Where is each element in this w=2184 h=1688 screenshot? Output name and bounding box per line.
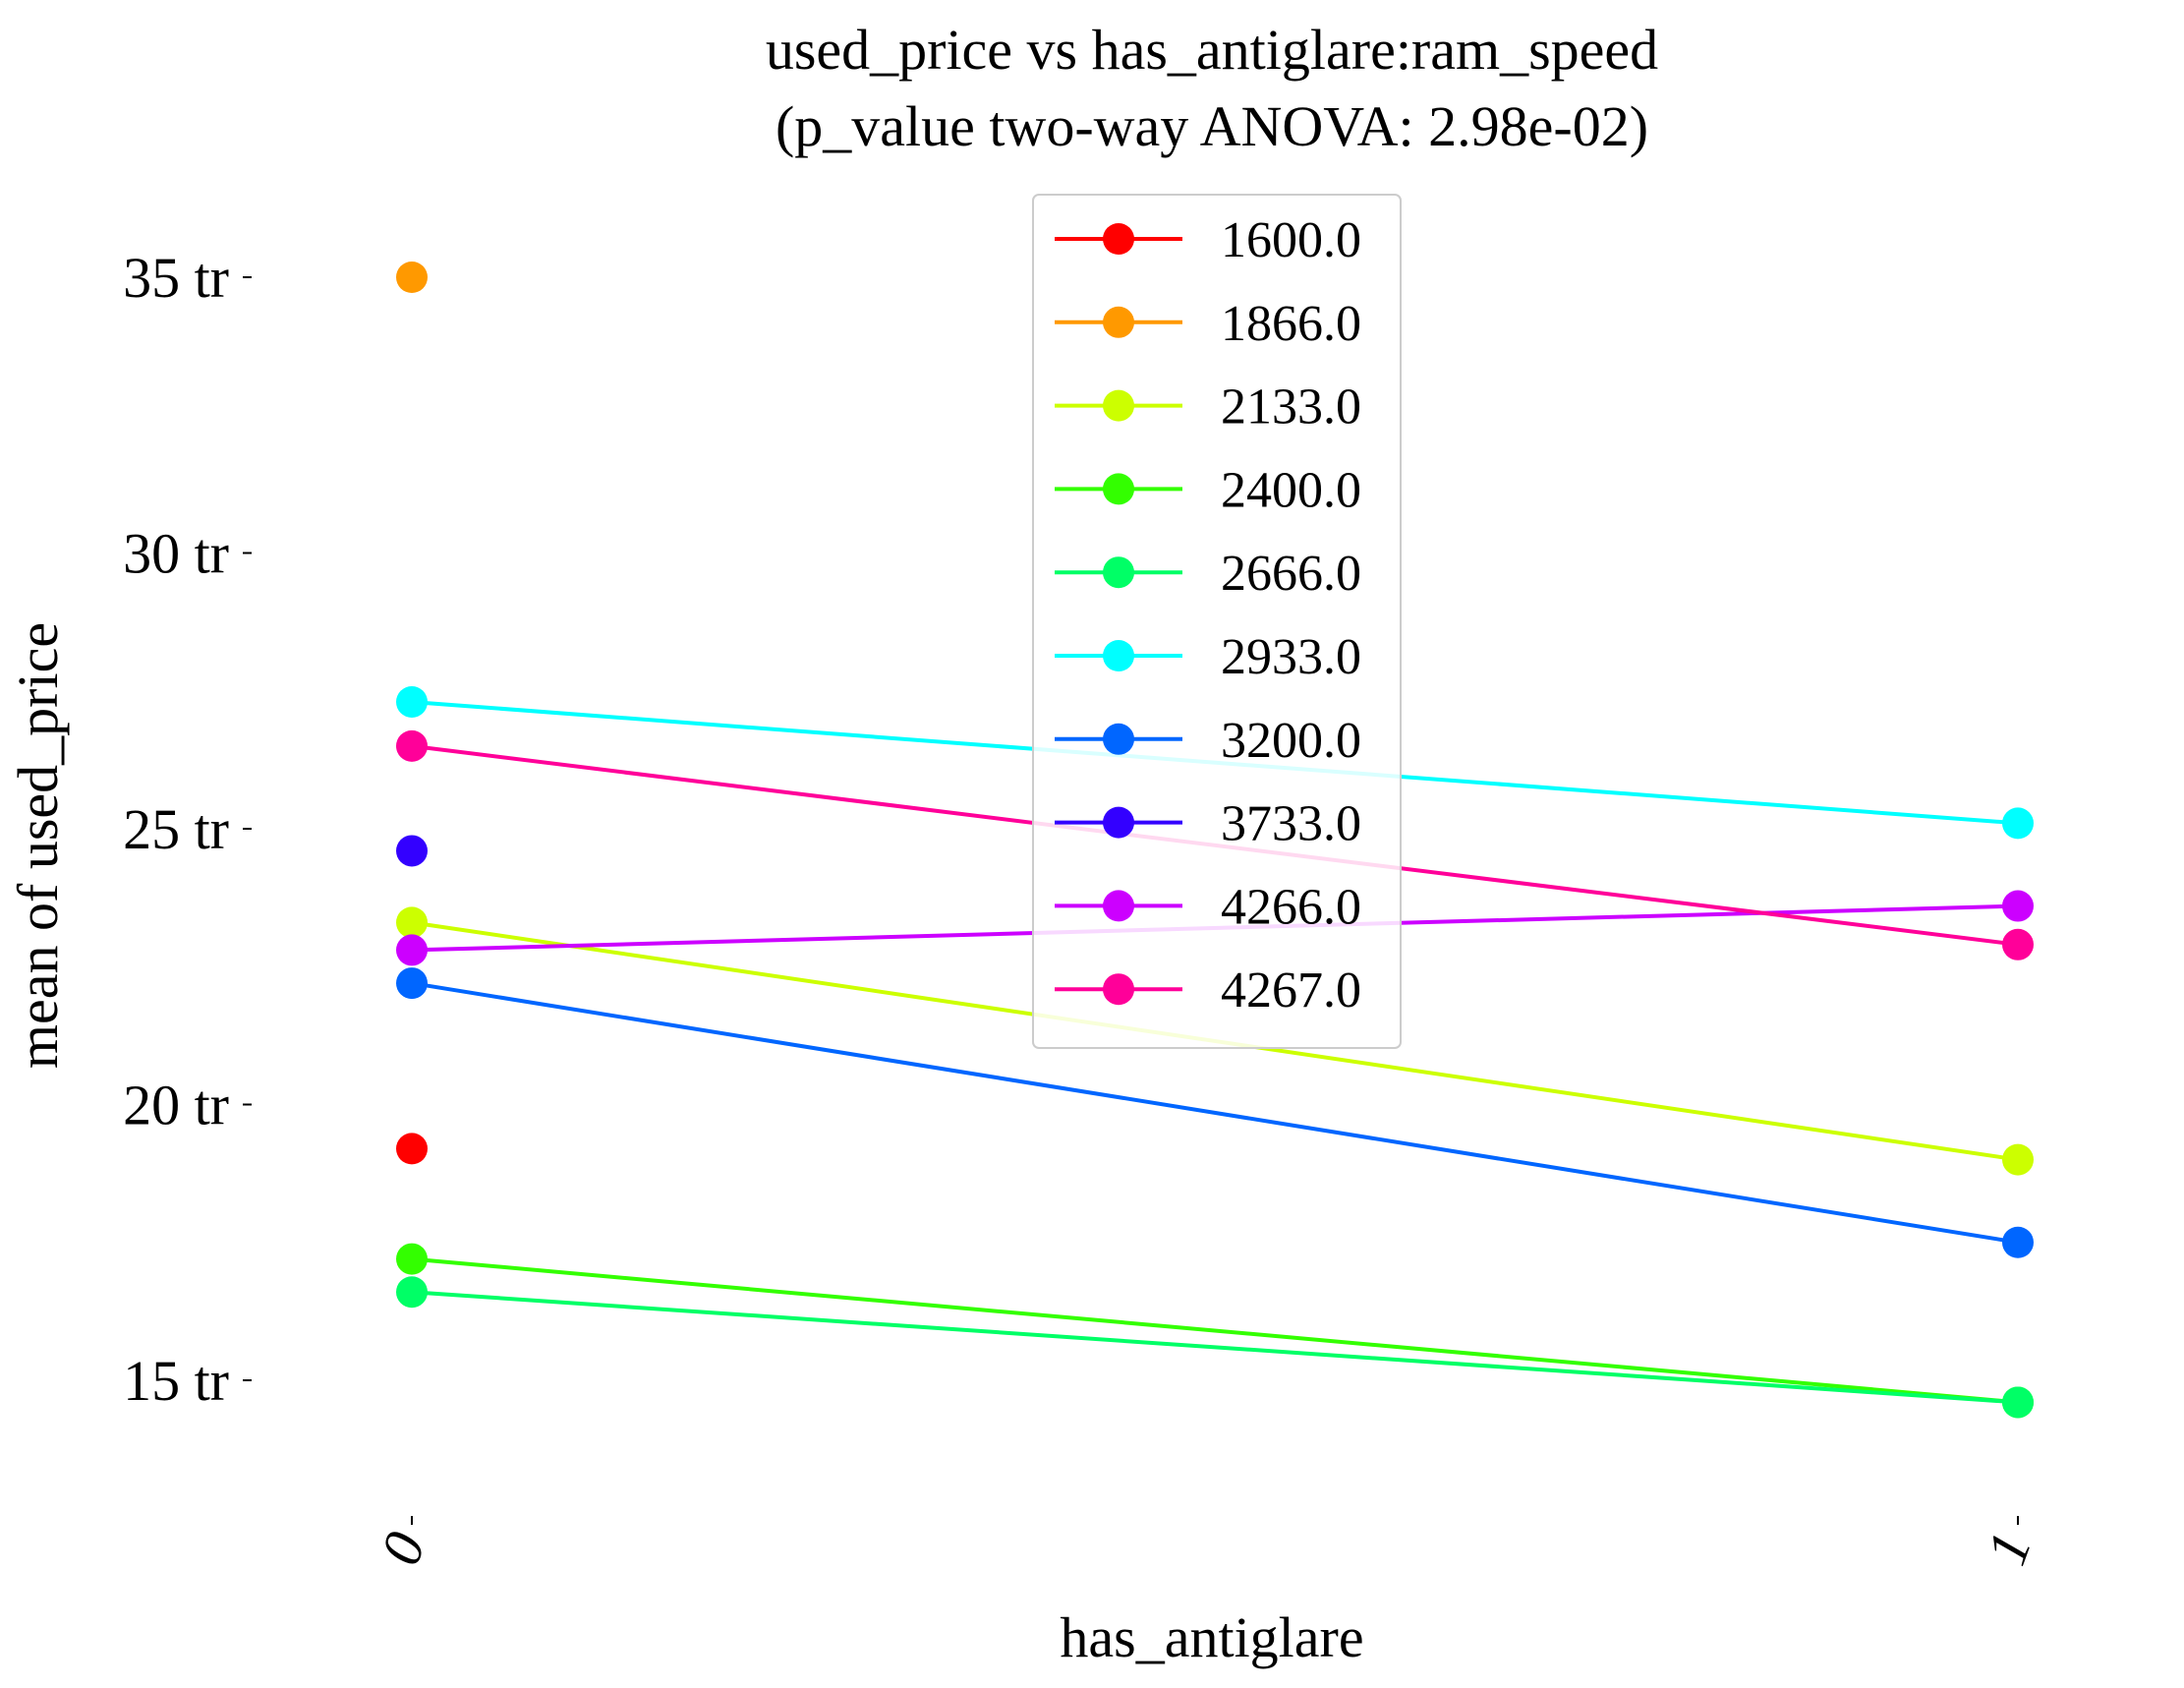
data-point (396, 906, 428, 939)
legend-swatch-marker (1103, 890, 1134, 922)
y-axis: 15 tr 20 tr 25 tr 30 tr 35 tr (123, 246, 252, 1413)
data-point (2002, 1143, 2034, 1176)
x-tick-label: 0 (368, 1524, 437, 1572)
data-point (2002, 890, 2034, 922)
data-point (396, 1276, 428, 1309)
data-point (396, 967, 428, 1000)
y-tick-label: 15 tr (123, 1349, 229, 1413)
series-3733-0 (396, 835, 428, 867)
legend-swatch-marker (1103, 306, 1134, 338)
legend-label: 4266.0 (1221, 879, 1361, 935)
legend-label: 2133.0 (1221, 379, 1361, 436)
data-point (2002, 807, 2034, 840)
x-axis-label: has_antiglare (1060, 1605, 1363, 1669)
data-point (396, 729, 428, 762)
legend-item: 3200.0 (1055, 713, 1361, 769)
data-point (2002, 1386, 2034, 1419)
y-tick-label: 30 tr (123, 522, 229, 586)
legend-swatch-marker (1103, 640, 1134, 671)
data-point (396, 685, 428, 718)
series-2666-0 (396, 1276, 2034, 1419)
legend-swatch-marker (1103, 723, 1134, 755)
data-point (2002, 1226, 2034, 1258)
x-tick-label: 1 (1974, 1524, 2043, 1572)
y-tick-label: 25 tr (123, 797, 229, 861)
legend-swatch-marker (1103, 556, 1134, 589)
chart-title: used_price vs has_antiglare:ram_speed (766, 18, 1658, 82)
legend-swatch-marker (1103, 806, 1134, 839)
data-point (2002, 928, 2034, 960)
legend-item: 1600.0 (1055, 212, 1361, 268)
data-point (396, 262, 428, 293)
series-1600-0 (396, 1133, 428, 1165)
series-line (411, 981, 2019, 1245)
chart-subtitle: (p_value two-way ANOVA: 2.98e-02) (776, 94, 1648, 158)
y-tick-label: 35 tr (123, 246, 229, 310)
legend-label: 1600.0 (1221, 212, 1361, 268)
data-point (396, 835, 428, 867)
legend-swatch-marker (1103, 389, 1134, 422)
legend-item: 4266.0 (1055, 879, 1361, 935)
data-point (396, 934, 428, 966)
legend-label: 4267.0 (1221, 962, 1361, 1019)
legend: 1600.0 1866.0 2133.0 2400.0 2666.0 2933.0 3200… (1032, 194, 1402, 1049)
series-layer (396, 262, 2034, 1419)
series-1866-0 (396, 262, 428, 293)
legend-swatch-marker (1103, 223, 1134, 255)
legend-item: 2933.0 (1055, 629, 1361, 685)
legend-label: 3733.0 (1221, 796, 1361, 852)
series-line (411, 1256, 2019, 1405)
y-tick-label: 20 tr (123, 1074, 229, 1137)
legend-label: 1866.0 (1221, 296, 1361, 352)
legend-item: 2400.0 (1055, 462, 1361, 518)
legend-swatch-marker (1103, 973, 1134, 1006)
y-axis-label: mean of used_price (6, 622, 70, 1069)
series-2400-0 (396, 1243, 2034, 1419)
series-line (411, 1290, 2019, 1405)
legend-item: 2133.0 (1055, 379, 1361, 436)
data-point (396, 1243, 428, 1275)
legend-label: 2400.0 (1221, 462, 1361, 518)
legend-label: 2933.0 (1221, 629, 1361, 685)
legend-swatch-marker (1103, 473, 1134, 505)
data-point (396, 1133, 428, 1165)
legend-item: 1866.0 (1055, 296, 1361, 352)
legend-label: 2666.0 (1221, 546, 1361, 602)
series-3200-0 (396, 967, 2034, 1258)
legend-label: 3200.0 (1221, 713, 1361, 769)
legend-item: 4267.0 (1055, 962, 1361, 1019)
legend-item: 3733.0 (1055, 796, 1361, 852)
legend-item: 2666.0 (1055, 546, 1361, 602)
